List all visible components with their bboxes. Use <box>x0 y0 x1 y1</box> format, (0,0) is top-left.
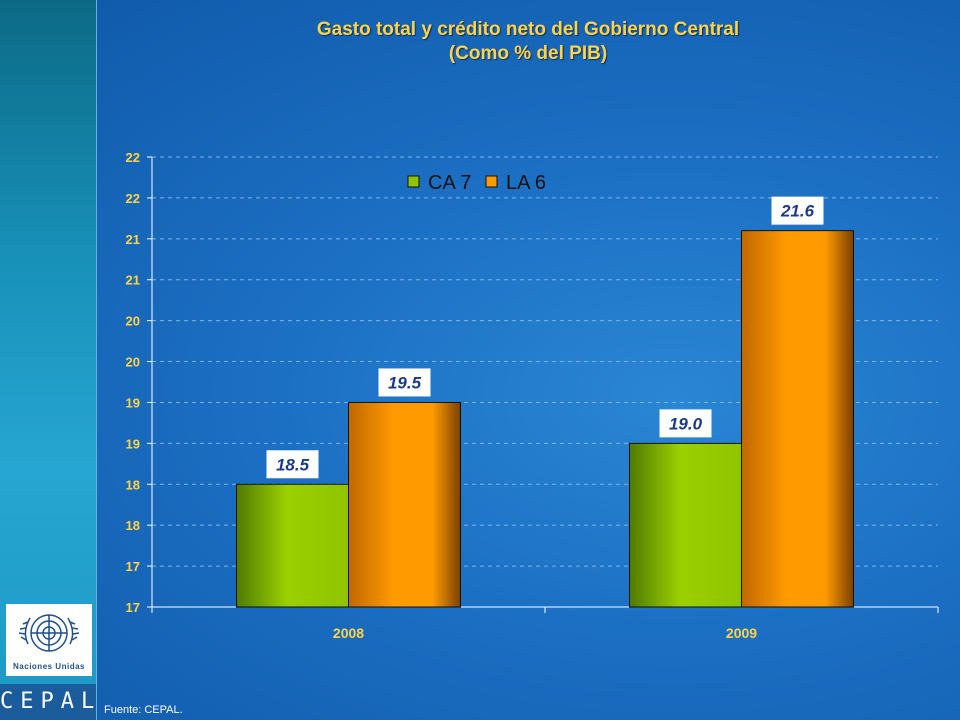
y-tick-label: 19 <box>126 436 140 451</box>
x-axis-ticks: 2008 2009 <box>151 607 939 641</box>
chart-title: Gasto total y crédito neto del Gobierno … <box>96 18 960 66</box>
y-tick-label: 18 <box>126 518 140 533</box>
source-note: Fuente: CEPAL. <box>104 704 183 716</box>
x-tick-label: 2008 <box>333 625 364 641</box>
legend-swatch <box>407 175 420 188</box>
y-tick-label: 20 <box>126 355 140 370</box>
data-label-box <box>266 450 319 479</box>
data-label: 21.6 <box>780 202 815 221</box>
un-emblem-icon <box>18 614 80 652</box>
y-tick-label: 22 <box>126 191 140 206</box>
y-tick-label: 21 <box>126 273 140 288</box>
sidebar-strip: Naciones Unidas CEPAL <box>0 0 97 720</box>
legend: CA 7 LA 6 <box>407 172 546 194</box>
un-logo: Naciones Unidas <box>6 604 92 676</box>
data-label-box <box>659 409 712 438</box>
x-tick-label: 2009 <box>726 625 757 641</box>
y-tick-label: 20 <box>126 314 140 329</box>
y-axis-ticks: 17 17 18 18 19 19 20 20 21 21 22 22 <box>126 150 152 615</box>
y-tick-label: 21 <box>126 232 140 247</box>
bar-1-1 <box>741 230 854 608</box>
chart-title-line2: (Como % del PIB) <box>448 43 608 64</box>
bars <box>236 230 854 608</box>
data-label: 19.5 <box>388 373 422 392</box>
cepal-logo: CEPAL <box>0 684 96 720</box>
data-label-box <box>378 368 431 397</box>
data-label: 19.0 <box>669 414 703 433</box>
data-label: 18.5 <box>276 455 310 474</box>
y-tick-label: 19 <box>126 395 140 410</box>
bar-0-1 <box>629 442 742 608</box>
data-labels: 18.5 19.5 19.0 21.6 <box>266 196 824 479</box>
chart-title-line1: Gasto total y crédito neto del Gobierno … <box>316 19 740 40</box>
bar-1-0 <box>348 401 461 608</box>
y-tick-label: 22 <box>126 150 140 165</box>
legend-label: CA 7 <box>428 172 471 194</box>
y-tick-label: 18 <box>126 477 140 492</box>
y-tick-label: 17 <box>126 600 140 615</box>
bar-0-0 <box>236 483 349 608</box>
un-logo-label: Naciones Unidas <box>13 662 85 671</box>
y-tick-label: 17 <box>126 559 140 574</box>
legend-label: LA 6 <box>506 172 546 194</box>
legend-swatch <box>485 175 498 188</box>
data-label-box <box>771 196 824 225</box>
